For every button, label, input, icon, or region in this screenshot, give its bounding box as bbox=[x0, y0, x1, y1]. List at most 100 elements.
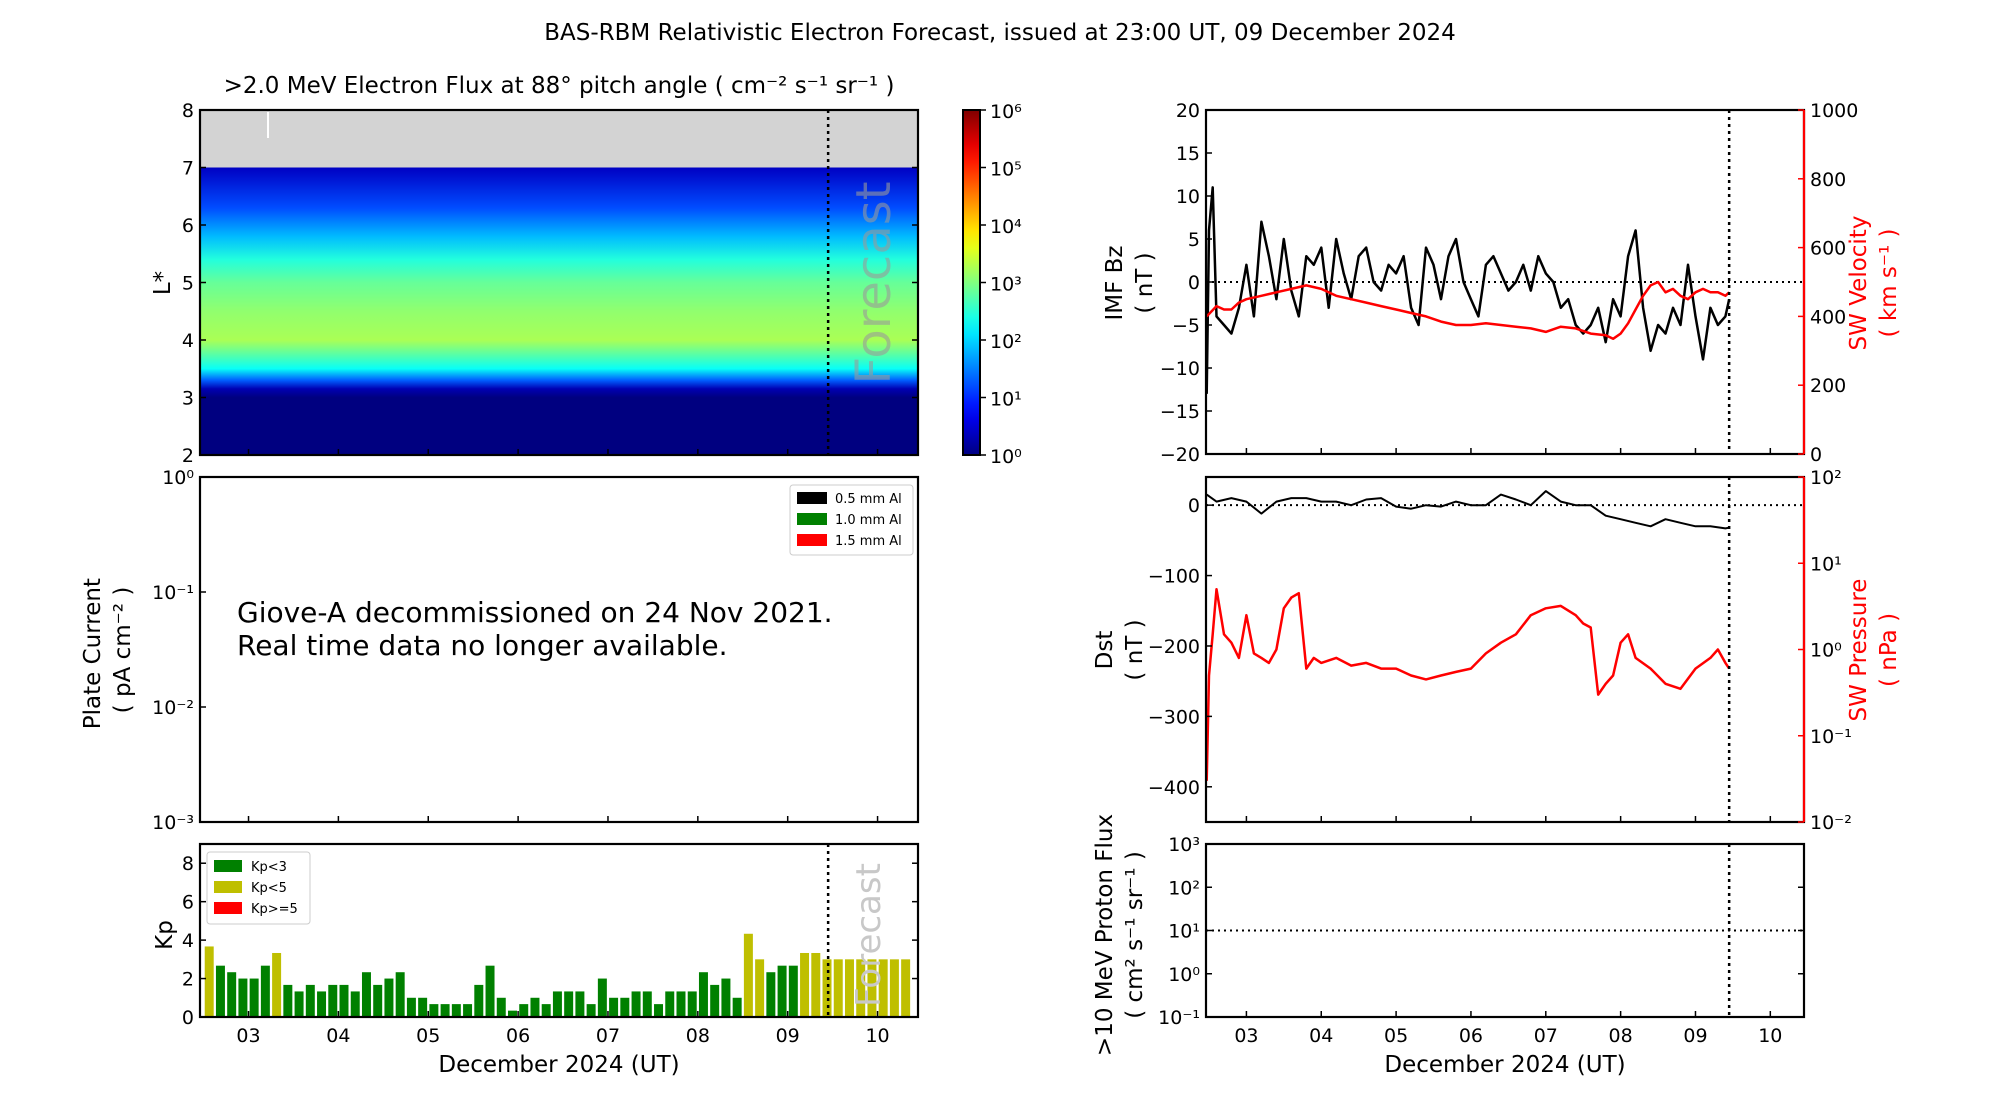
sw-velocity-y-tick-label: 0 bbox=[1810, 444, 1822, 466]
kp-bar bbox=[564, 991, 574, 1017]
kp-bar bbox=[710, 984, 720, 1017]
imf-bz-y-tick-label: 0 bbox=[1188, 272, 1200, 294]
dst-y-tick-label: 0 bbox=[1188, 495, 1200, 517]
kp-bar bbox=[800, 952, 810, 1017]
kp-x-tick-label: 07 bbox=[596, 1025, 620, 1047]
kp-x-tick-label: 04 bbox=[326, 1025, 350, 1047]
dst-y-tick-label: −100 bbox=[1148, 566, 1200, 588]
kp-bar bbox=[901, 959, 911, 1017]
kp-bar bbox=[249, 978, 259, 1017]
kp-bar bbox=[856, 959, 866, 1017]
flux-y-tick-label: 3 bbox=[182, 388, 194, 410]
plate-current-y-tick-label: 10⁰ bbox=[162, 467, 194, 489]
sw-velocity-line bbox=[1206, 280, 1731, 341]
kp-bar bbox=[260, 965, 270, 1017]
sw-pressure-y-tick-label: 10⁻¹ bbox=[1810, 726, 1852, 748]
legend-swatch bbox=[797, 513, 827, 525]
kp-bar bbox=[339, 984, 349, 1017]
kp-bar bbox=[732, 997, 742, 1017]
kp-bar bbox=[665, 991, 675, 1017]
proton-flux-y-tick-label: 10⁻¹ bbox=[1158, 1007, 1200, 1029]
colorbar-tick-label: 10³ bbox=[990, 274, 1022, 296]
kp-bar bbox=[878, 959, 888, 1017]
dst-y-tick-label: −300 bbox=[1148, 706, 1200, 728]
colorbar-tick-label: 10² bbox=[990, 331, 1022, 353]
electron-flux-title: >2.0 MeV Electron Flux at 88° pitch angl… bbox=[224, 73, 895, 99]
legend-label: Kp<5 bbox=[251, 881, 287, 896]
kp-bar bbox=[272, 952, 282, 1017]
flux-heatmap bbox=[200, 167, 918, 455]
sw-velocity-y-tick-label: 800 bbox=[1810, 169, 1846, 191]
imf-bz-panel: −20 −15 −10 −5 0 5 10 15 20 0 200 400 600 800 1000 IM… bbox=[1102, 100, 1902, 466]
kp-bar bbox=[440, 1004, 450, 1017]
sw-velocity-y-tick-label: 200 bbox=[1810, 375, 1846, 397]
sw-velocity-y-tick-label: 1000 bbox=[1810, 100, 1858, 122]
dst-ylabel: Dst( nT ) bbox=[1092, 619, 1148, 680]
kp-bar bbox=[530, 997, 540, 1017]
legend-label: Kp<3 bbox=[251, 860, 287, 875]
proton-flux-x-tick-label: 08 bbox=[1609, 1025, 1633, 1047]
kp-bar bbox=[642, 991, 652, 1017]
dst-y-tick-label: −400 bbox=[1148, 777, 1200, 799]
plate-current-y-tick-label: 10⁻³ bbox=[152, 812, 194, 834]
kp-bar bbox=[698, 972, 708, 1017]
kp-bar bbox=[508, 1010, 517, 1017]
plate-current-y-tick-label: 10⁻² bbox=[152, 697, 194, 719]
kp-bar bbox=[317, 991, 327, 1017]
proton-flux-ylabel: >10 MeV Proton Flux( cm² s⁻¹ sr⁻¹ ) bbox=[1092, 814, 1148, 1056]
kp-bar bbox=[328, 984, 338, 1017]
kp-bar bbox=[294, 991, 304, 1017]
kp-bar bbox=[519, 1004, 529, 1017]
kp-bar bbox=[631, 991, 641, 1017]
kp-bar bbox=[552, 991, 562, 1017]
proton-flux-y-tick-label: 10⁰ bbox=[1168, 964, 1200, 986]
kp-y-tick-label: 2 bbox=[182, 969, 194, 991]
kp-bar bbox=[766, 972, 776, 1017]
sw-velocity-ylabel: SW Velocity( km s⁻¹ ) bbox=[1846, 216, 1902, 351]
imf-bz-line bbox=[1206, 186, 1731, 394]
kp-bar bbox=[844, 959, 854, 1017]
dst-y-tick-label: −200 bbox=[1148, 636, 1200, 658]
kp-bar bbox=[597, 978, 607, 1017]
kp-bar bbox=[496, 997, 506, 1017]
kp-bar bbox=[418, 997, 428, 1017]
proton-flux-xlabel: December 2024 (UT) bbox=[1384, 1052, 1625, 1078]
decommission-notice-line2: Real time data no longer available. bbox=[237, 629, 728, 662]
legend-swatch bbox=[214, 860, 242, 872]
kp-bar bbox=[373, 984, 383, 1017]
imf-bz-y-tick-label: −15 bbox=[1160, 401, 1200, 423]
flux-y-tick-label: 8 bbox=[182, 100, 194, 122]
kp-x-tick-label: 06 bbox=[506, 1025, 530, 1047]
proton-flux-x-tick-label: 05 bbox=[1384, 1025, 1408, 1047]
imf-bz-y-tick-label: 5 bbox=[1188, 229, 1200, 251]
colorbar-tick-label: 10¹ bbox=[990, 389, 1022, 411]
kp-bar bbox=[283, 984, 293, 1017]
imf-bz-y-tick-label: 20 bbox=[1176, 100, 1200, 122]
proton-flux-x-tick-label: 03 bbox=[1234, 1025, 1258, 1047]
kp-bar bbox=[743, 933, 753, 1017]
kp-bar bbox=[541, 1004, 551, 1017]
kp-bar bbox=[451, 1004, 461, 1017]
proton-flux-x-tick-label: 09 bbox=[1683, 1025, 1707, 1047]
kp-bar bbox=[586, 1004, 596, 1017]
flux-y-tick-label: 5 bbox=[182, 273, 194, 295]
kp-bar bbox=[822, 959, 832, 1017]
forecast-label-flux: Forecast bbox=[846, 181, 902, 384]
kp-bar bbox=[833, 959, 843, 1017]
kp-bar bbox=[395, 972, 405, 1017]
kp-bar bbox=[777, 965, 787, 1017]
kp-bar bbox=[721, 978, 731, 1017]
proton-flux-y-tick-label: 10¹ bbox=[1168, 921, 1200, 943]
flux-y-tick-label: 6 bbox=[182, 215, 194, 237]
kp-x-tick-label: 03 bbox=[236, 1025, 260, 1047]
kp-bar bbox=[227, 972, 237, 1017]
plate-current-ylabel: Plate Current ( pA cm⁻² ) bbox=[80, 571, 136, 730]
dst-panel: −400 −300 −200 −100 0 10⁻² 10⁻¹ 10⁰ 10¹ 10² Dst(… bbox=[1092, 467, 1902, 834]
kp-x-tick-label: 05 bbox=[416, 1025, 440, 1047]
proton-flux-panel: 10⁻¹ 10⁰ 10¹ 10² 10³ 03 04 05 06 07 08 09 10 >10 Me… bbox=[1092, 814, 1806, 1078]
imf-bz-y-tick-label: −20 bbox=[1160, 444, 1200, 466]
kp-bar bbox=[654, 1004, 664, 1017]
legend-label: 1.0 mm Al bbox=[835, 513, 902, 528]
kp-bar bbox=[204, 946, 214, 1017]
plate-current-legend: 0.5 mm Al 1.0 mm Al 1.5 mm Al bbox=[789, 484, 914, 556]
